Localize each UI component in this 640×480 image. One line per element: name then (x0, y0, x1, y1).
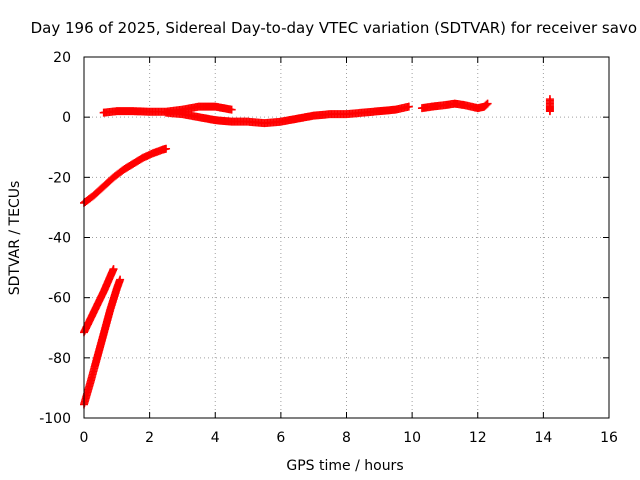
x-tick-label: 2 (145, 430, 154, 446)
series-track-early-rising (80, 144, 171, 207)
x-tick-label: 14 (534, 430, 552, 446)
data-point (162, 144, 171, 153)
y-tick-label: 20 (53, 50, 71, 66)
data-point (483, 99, 492, 108)
data-point (482, 100, 491, 109)
x-tick-label: 16 (600, 430, 618, 446)
y-axis-label: SDTVAR / TECUs (7, 181, 23, 296)
y-tick-label: -20 (48, 170, 71, 186)
data-point (227, 105, 236, 114)
x-tick-label: 12 (469, 430, 487, 446)
y-tick-label: -40 (48, 231, 71, 247)
data-point (404, 102, 413, 111)
y-tick-label: -100 (39, 411, 71, 427)
data-points (80, 95, 554, 409)
x-tick-label: 8 (342, 430, 351, 446)
data-point (545, 95, 554, 104)
series-track-late (417, 99, 492, 113)
x-axis-label: GPS time / hours (286, 458, 403, 474)
axis-tick-labels: 0 2 4 6 8 10 12 14 16 -100 -80 -60 -40 -20 0 20 (39, 50, 618, 446)
y-tick-label: -60 (48, 291, 71, 307)
x-tick-label: 4 (211, 430, 220, 446)
series-track-isolated (545, 95, 554, 116)
x-tick-label: 10 (403, 430, 421, 446)
y-tick-label: 0 (62, 110, 71, 126)
data-point (116, 275, 125, 284)
x-tick-label: 6 (276, 430, 285, 446)
y-tick-label: -80 (48, 351, 71, 367)
data-point (109, 265, 118, 274)
chart-title: Day 196 of 2025, Sidereal Day-to-day VTE… (31, 19, 637, 37)
x-tick-label: 0 (80, 430, 89, 446)
axis-ticks (83, 56, 610, 419)
series-track-main-lower (162, 102, 413, 128)
